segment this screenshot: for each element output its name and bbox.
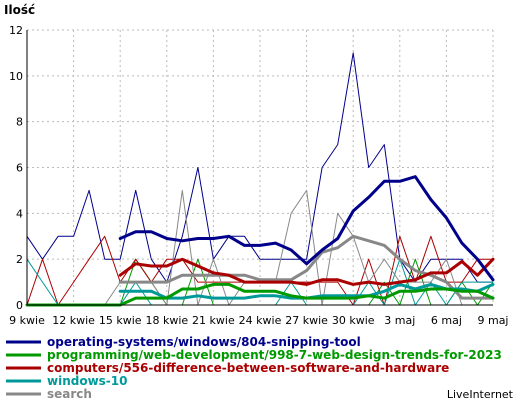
x-tick-label: 18 kwie (145, 314, 188, 327)
axes (26, 30, 493, 306)
y-axis-label: Ilość (4, 3, 35, 17)
x-tick-label: 9 kwie (9, 314, 45, 327)
x-tick-label: 15 kwie (99, 314, 142, 327)
y-tick-label: 10 (9, 70, 23, 83)
series-average-line (118, 234, 495, 300)
legend-label: windows-10 (47, 374, 127, 388)
legend-label: operating-systems/windows/804-snipping-t… (47, 335, 361, 349)
y-tick-labels: 0 2 4 6 8 10 12 (9, 24, 23, 312)
legend-label: programming/web-development/998-7-web-de… (47, 348, 502, 362)
series-average-line (118, 175, 495, 282)
series-average-line (118, 257, 495, 286)
grid (26, 29, 494, 305)
brand-label: LiveInternet (447, 388, 514, 401)
legend-label: search (47, 387, 92, 401)
x-tick-label: 3 maj (384, 314, 415, 327)
legend-label: computers/556-difference-between-softwar… (47, 361, 449, 375)
x-tick-label: 12 kwie (52, 314, 95, 327)
x-tick-label: 27 kwie (285, 314, 328, 327)
x-tick-label: 30 kwie (332, 314, 375, 327)
x-tick-label: 9 maj (477, 314, 508, 327)
x-tick-labels: 9 kwie 12 kwie 15 kwie 18 kwie 21 kwie 24 kwi… (9, 314, 508, 327)
x-tick-label: 24 kwie (239, 314, 282, 327)
y-tick-label: 2 (16, 253, 23, 266)
y-tick-label: 4 (16, 207, 23, 220)
y-tick-label: 6 (16, 162, 23, 175)
x-tick-label: 21 kwie (192, 314, 235, 327)
x-tick-label: 6 maj (431, 314, 462, 327)
legend: operating-systems/windows/804-snipping-t… (6, 335, 502, 401)
y-tick-label: 0 (16, 299, 23, 312)
y-tick-label: 8 (16, 116, 23, 129)
y-tick-label: 12 (9, 24, 23, 37)
